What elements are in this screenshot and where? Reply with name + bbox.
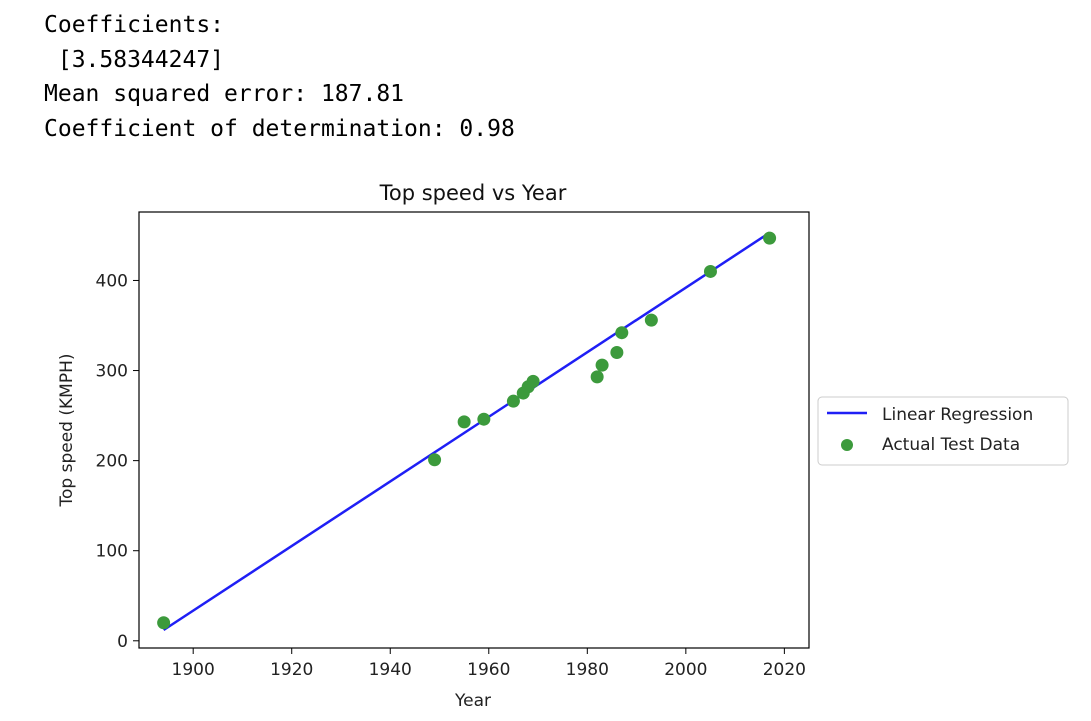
console-output: Coefficients: [3.58344247] Mean squared … (44, 8, 515, 146)
legend-dot-swatch (841, 439, 853, 451)
x-tick-label: 1960 (467, 660, 510, 680)
plot-frame (138, 211, 810, 649)
data-point (644, 313, 658, 327)
x-tick-label: 1980 (566, 660, 609, 680)
y-tick-label: 100 (96, 542, 128, 562)
data-point (615, 326, 629, 340)
y-axis-label: Top speed (KMPH) (57, 354, 77, 508)
data-point (457, 415, 471, 429)
y-tick-label: 300 (96, 362, 128, 382)
y-tick-label: 0 (117, 632, 128, 652)
data-point (526, 374, 540, 388)
y-axis: 0 100 200 300 400 (96, 271, 139, 652)
data-point (157, 616, 171, 630)
x-tick-label: 1940 (369, 660, 412, 680)
y-tick-label: 400 (96, 271, 128, 291)
plot-area (157, 231, 777, 632)
data-point (703, 264, 717, 278)
data-point (477, 412, 491, 426)
x-tick-label: 1900 (172, 660, 215, 680)
data-point (590, 370, 604, 384)
r2-line: Coefficient of determination: 0.98 (44, 115, 515, 142)
x-axis: 1900 1920 1940 1960 1980 2000 2020 (172, 648, 806, 680)
coefficients-label: Coefficients: (44, 12, 225, 38)
data-point (428, 453, 442, 467)
data-point (610, 346, 624, 360)
legend-frame (817, 396, 1069, 466)
legend: Linear Regression Actual Test Data (817, 396, 1069, 466)
legend-label-linear-regression: Linear Regression (882, 405, 1033, 425)
mse-line: Mean squared error: 187.81 (44, 81, 405, 107)
y-tick-label: 200 (96, 452, 128, 472)
data-point (595, 358, 609, 372)
chart-title: Top speed vs Year (379, 181, 567, 205)
regression-line (162, 231, 771, 632)
x-axis-label: Year (454, 691, 491, 711)
legend-label-actual-test-data: Actual Test Data (882, 435, 1020, 455)
data-point (763, 231, 777, 245)
data-point (506, 394, 520, 408)
x-tick-label: 2020 (763, 660, 806, 680)
coefficients-value: [3.58344247] (44, 46, 225, 73)
x-tick-label: 1920 (270, 660, 313, 680)
x-tick-label: 2000 (664, 660, 707, 680)
